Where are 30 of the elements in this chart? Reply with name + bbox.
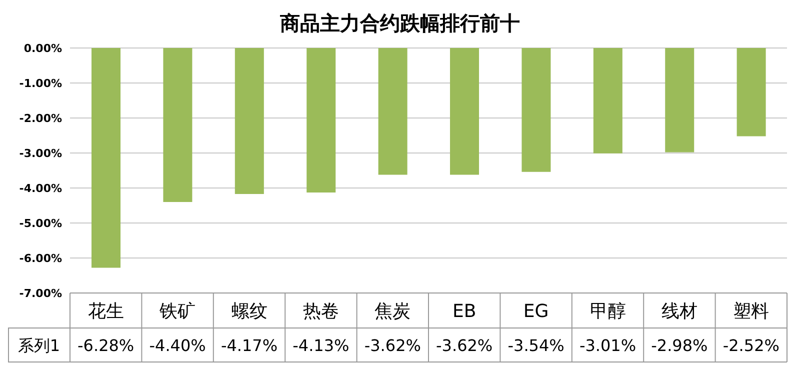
data-label: -4.40%: [149, 336, 206, 355]
x-tick-label: 热卷: [302, 301, 339, 322]
data-label: -2.98%: [651, 336, 708, 355]
text: 系列1: [18, 336, 60, 355]
y-tick-label: -4.00%: [19, 182, 62, 195]
data-label: -3.62%: [436, 336, 493, 355]
y-tick-label: -5.00%: [19, 216, 62, 230]
x-tick-label: 花生: [88, 301, 124, 322]
x-tick-label: EB: [452, 301, 476, 322]
x-tick-label: 焦炭: [374, 301, 411, 322]
y-tick-label: -7.00%: [19, 286, 62, 300]
data-label: -3.54%: [508, 336, 564, 355]
y-tick-label: -1.00%: [19, 76, 62, 90]
data-label: -2.52%: [722, 336, 780, 355]
data-label: -4.13%: [292, 336, 350, 355]
y-tick-label: -6.00%: [19, 252, 62, 265]
data-label: -3.01%: [579, 336, 636, 355]
data-label: -6.28%: [78, 336, 134, 355]
chart-title: 商品主力合约跌幅排行前十: [279, 10, 521, 37]
x-tick-label: 甲醇: [590, 301, 626, 322]
y-tick-label: -3.00%: [19, 146, 62, 160]
x-tick-label: 线材: [661, 301, 698, 322]
y-tick-label: -2.00%: [19, 112, 62, 125]
data-label: -3.62%: [364, 336, 421, 355]
x-tick-label: 螺纹: [231, 301, 268, 322]
x-tick-label: EG: [523, 301, 549, 322]
x-tick-label: 塑料: [733, 301, 770, 322]
y-tick-label: 0.00%: [24, 42, 62, 55]
data-label: -4.17%: [220, 336, 278, 355]
x-tick-label: 铁矿: [158, 301, 196, 322]
